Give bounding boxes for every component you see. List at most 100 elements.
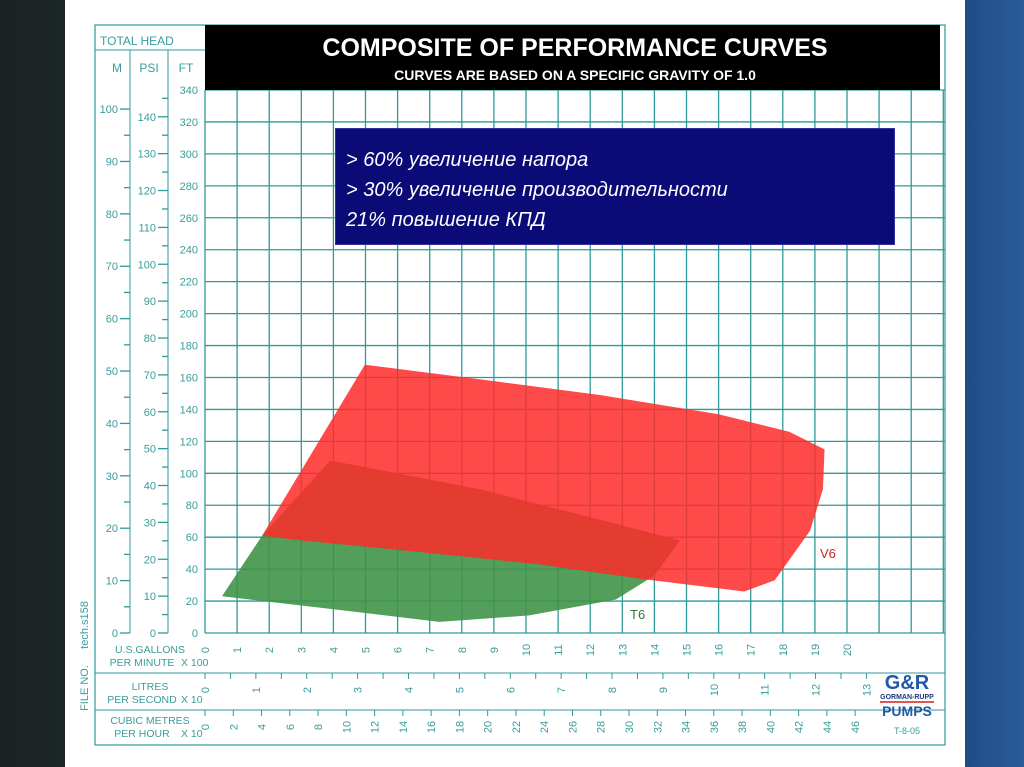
psi-tick-label: 100 xyxy=(138,259,156,271)
m3h-tick-label: 20 xyxy=(483,721,495,733)
ft-tick-label: 100 xyxy=(180,468,198,480)
ft-tick-label: 140 xyxy=(180,404,198,416)
ft-tick-label: 320 xyxy=(180,117,198,129)
m3h-tick-label: 24 xyxy=(539,721,551,733)
gpm-tick-label: 9 xyxy=(489,647,501,653)
ft-tick-label: 160 xyxy=(180,372,198,384)
m3h-tick-label: 22 xyxy=(511,721,523,733)
gpm-tick-label: 5 xyxy=(361,647,373,653)
series-area-v6 xyxy=(262,364,825,592)
m3h-label-2: PER HOUR xyxy=(114,728,170,740)
m3h-tick-label: 26 xyxy=(567,721,579,733)
ft-tick-label: 240 xyxy=(180,245,198,257)
m3h-tick-label: 46 xyxy=(850,721,862,733)
lps-tick-label: 11 xyxy=(760,684,772,695)
psi-tick-label: 20 xyxy=(144,554,156,566)
gpm-tick-label: 0 xyxy=(200,647,212,653)
lps-tick-label: 6 xyxy=(505,687,517,693)
m3h-tick-label: 38 xyxy=(737,721,749,733)
gpm-tick-label: 17 xyxy=(746,644,758,656)
gpm-tick-label: 11 xyxy=(553,644,565,655)
gpm-tick-label: 16 xyxy=(714,644,726,656)
m3h-tick-label: 30 xyxy=(624,721,636,733)
m3h-tick-label: 18 xyxy=(454,721,466,733)
lps-label-2: PER SECOND xyxy=(107,694,177,706)
gpm-tick-label: 2 xyxy=(264,647,276,653)
lps-tick-label: 9 xyxy=(658,687,670,693)
ft-tick-label: 280 xyxy=(180,181,198,193)
lps-tick-label: 12 xyxy=(811,684,823,696)
lps-tick-label: 1 xyxy=(251,687,263,693)
ft-tick-label: 200 xyxy=(180,309,198,321)
chart-header xyxy=(205,25,940,90)
gpm-tick-label: 7 xyxy=(425,647,437,653)
gpm-tick-label: 20 xyxy=(842,644,854,656)
lps-tick-label: 13 xyxy=(861,684,873,696)
m3h-tick-label: 14 xyxy=(398,721,410,733)
ft-tick-label: 40 xyxy=(186,564,198,576)
lps-multiplier: X 10 xyxy=(181,694,203,706)
m-tick-label: 10 xyxy=(106,576,118,588)
lps-tick-label: 7 xyxy=(556,687,568,693)
info-line-head: > 60% увеличение напора xyxy=(346,149,589,171)
file-id: tech.s158 xyxy=(79,601,91,649)
gpm-tick-label: 10 xyxy=(521,644,533,656)
lps-label-1: LITRES xyxy=(132,681,169,693)
m-tick-label: 20 xyxy=(106,523,118,535)
gpm-tick-label: 8 xyxy=(457,647,469,653)
m3h-tick-label: 10 xyxy=(341,721,353,733)
m-tick-label: 30 xyxy=(106,471,118,483)
gpm-tick-label: 6 xyxy=(393,647,405,653)
chart-subtitle: CURVES ARE BASED ON A SPECIFIC GRAVITY O… xyxy=(394,67,756,83)
m-tick-label: 70 xyxy=(106,261,118,273)
gpm-tick-label: 19 xyxy=(810,644,822,656)
m3h-tick-label: 0 xyxy=(200,724,212,730)
gpm-multiplier: X 100 xyxy=(181,657,209,669)
total-head-label: TOTAL HEAD xyxy=(100,34,174,48)
lps-tick-label: 3 xyxy=(353,687,365,693)
m3h-tick-label: 42 xyxy=(794,721,806,733)
gpm-tick-label: 12 xyxy=(585,644,597,656)
m-axis-label: M xyxy=(112,61,122,75)
gpm-tick-label: 3 xyxy=(296,647,308,653)
psi-tick-label: 90 xyxy=(144,296,156,308)
m3h-tick-label: 12 xyxy=(370,721,382,733)
m3h-tick-label: 44 xyxy=(822,721,834,733)
psi-tick-label: 70 xyxy=(144,370,156,382)
gpm-tick-label: 1 xyxy=(232,647,244,653)
psi-tick-label: 40 xyxy=(144,481,156,493)
psi-tick-label: 130 xyxy=(138,149,156,161)
gpm-tick-label: 14 xyxy=(649,644,661,656)
m3h-tick-label: 2 xyxy=(228,724,240,730)
m-tick-label: 60 xyxy=(106,314,118,326)
gpm-tick-label: 15 xyxy=(682,644,694,656)
lps-tick-label: 8 xyxy=(607,687,619,693)
ft-tick-label: 260 xyxy=(180,213,198,225)
psi-tick-label: 10 xyxy=(144,591,156,603)
m3h-tick-label: 16 xyxy=(426,721,438,733)
ft-tick-label: 220 xyxy=(180,277,198,289)
lps-tick-label: 5 xyxy=(454,687,466,693)
ft-tick-label: 300 xyxy=(180,149,198,161)
doc-code: T-8-05 xyxy=(894,726,920,736)
file-no-label: FILE NO. xyxy=(79,665,91,711)
ft-tick-label: 60 xyxy=(186,532,198,544)
psi-tick-label: 120 xyxy=(138,186,156,198)
ft-tick-label: 340 xyxy=(180,85,198,97)
gpm-tick-label: 4 xyxy=(328,647,340,653)
series-label-v6: V6 xyxy=(820,546,836,561)
m3h-tick-label: 28 xyxy=(596,721,608,733)
info-line-efficiency: 21% повышение КПД xyxy=(346,209,546,231)
m3h-tick-label: 32 xyxy=(652,721,664,733)
m-tick-label: 100 xyxy=(100,104,118,116)
lps-tick-label: 0 xyxy=(200,687,212,693)
psi-tick-label: 60 xyxy=(144,407,156,419)
psi-tick-label: 80 xyxy=(144,333,156,345)
psi-tick-label: 0 xyxy=(150,628,156,640)
chart-title: COMPOSITE OF PERFORMANCE CURVES xyxy=(322,34,827,62)
m3h-tick-label: 4 xyxy=(257,724,269,730)
lps-tick-label: 2 xyxy=(302,687,314,693)
logo-pumps: PUMPS xyxy=(882,703,932,719)
m-tick-label: 40 xyxy=(106,418,118,430)
psi-tick-label: 30 xyxy=(144,517,156,529)
